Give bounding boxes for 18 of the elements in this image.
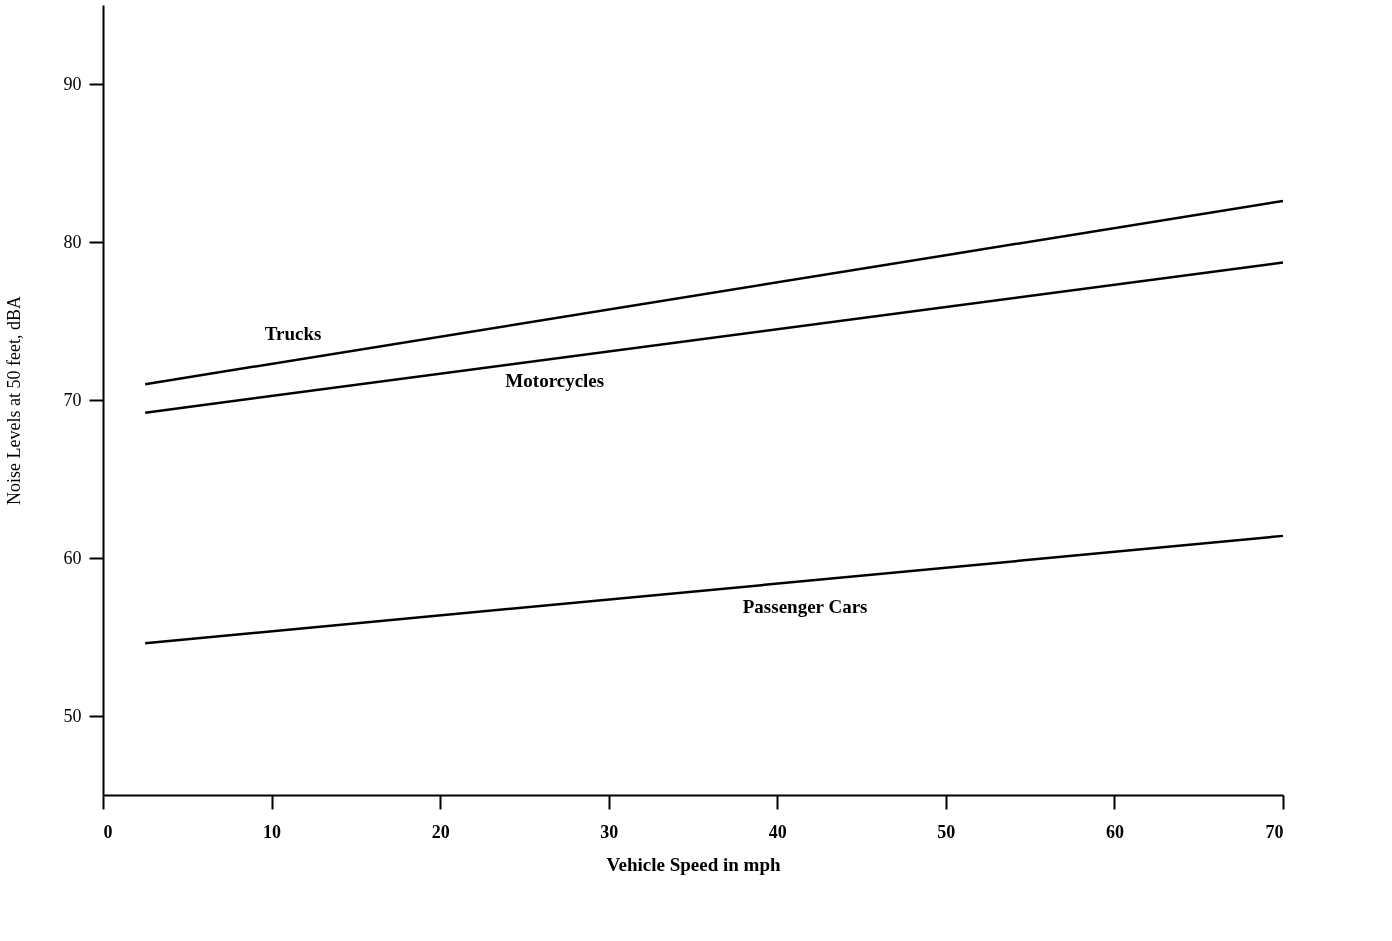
x-tick-label: 0 <box>103 821 113 842</box>
x-tick-label: 20 <box>431 821 450 842</box>
x-tick-label: 30 <box>600 821 619 842</box>
x-tick-label: 60 <box>1105 821 1124 842</box>
y-tick-label: 80 <box>63 231 82 252</box>
series-label: Passenger Cars <box>742 596 868 617</box>
x-tick-label: 50 <box>937 821 956 842</box>
series-label: Motorcycles <box>505 369 605 391</box>
y-tick-label: 70 <box>63 389 82 410</box>
y-tick-label: 50 <box>63 705 82 726</box>
series-label: Trucks <box>264 323 322 345</box>
y-tick-label: 60 <box>63 547 82 568</box>
x-axis-title: Vehicle Speed in mph <box>606 853 781 875</box>
x-tick-label: 70 <box>1265 821 1284 842</box>
x-tick-label: 40 <box>768 821 787 842</box>
x-tick-label: 10 <box>263 821 282 842</box>
y-tick-label: 90 <box>63 73 82 94</box>
y-axis-title: Noise Levels at 50 feet, dBA <box>3 296 24 505</box>
